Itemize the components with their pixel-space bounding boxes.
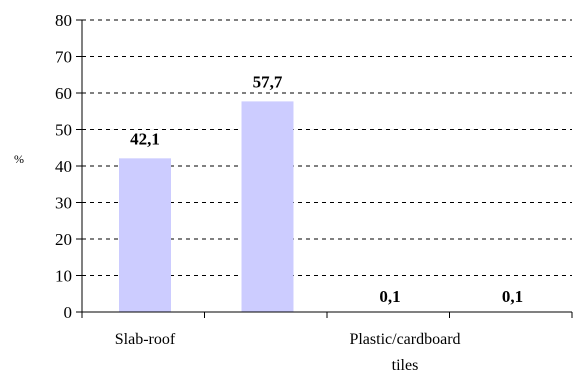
bars (119, 101, 539, 313)
bar (241, 101, 294, 313)
y-tick-label: 30 (55, 194, 72, 213)
category-labels: Slab-roof Plastic/cardboard tiles (115, 331, 461, 374)
category-label: Slab-roof (115, 331, 176, 348)
category-label: tiles (392, 357, 419, 374)
y-tick-label: 70 (55, 48, 72, 67)
bar (119, 158, 171, 312)
data-label: 42,1 (130, 129, 160, 148)
y-tick-labels: 0 10 20 30 40 50 60 70 80 (55, 11, 72, 322)
axes (76, 19, 573, 318)
y-tick-label: 40 (55, 157, 72, 176)
y-tick-label: 20 (55, 230, 72, 249)
y-tick-label: 80 (55, 11, 72, 30)
y-tick-label: 50 (55, 121, 72, 140)
category-label: Plastic/cardboard (349, 331, 460, 348)
y-tick-label: 0 (64, 303, 73, 322)
data-label: 0,1 (379, 287, 400, 306)
data-labels: 42,1 57,7 0,1 0,1 (130, 72, 523, 306)
y-tick-label: 60 (55, 84, 72, 103)
y-tick-label: 10 (55, 267, 72, 286)
data-label: 0,1 (502, 287, 523, 306)
y-axis-label: % (14, 152, 24, 166)
data-label: 57,7 (253, 72, 283, 91)
